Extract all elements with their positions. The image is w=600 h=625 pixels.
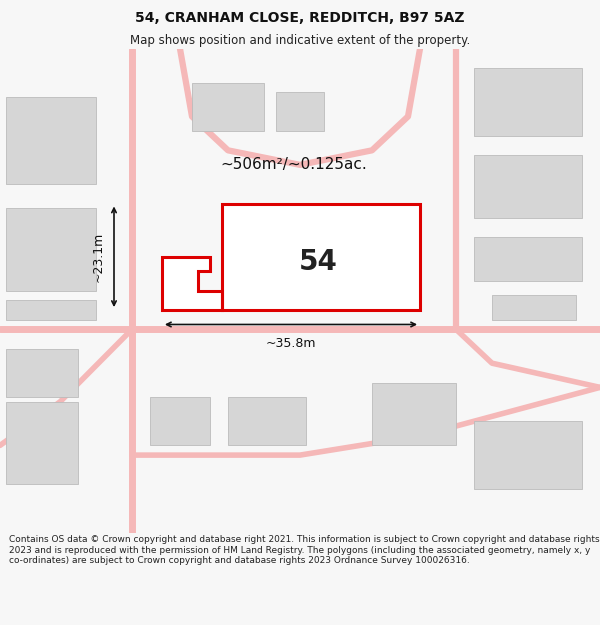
Polygon shape	[162, 204, 420, 310]
Bar	[474, 421, 582, 489]
Bar	[6, 208, 96, 291]
Bar	[492, 296, 576, 319]
Bar	[192, 82, 264, 131]
Bar	[474, 155, 582, 218]
Bar	[150, 397, 210, 446]
Bar	[372, 382, 456, 446]
Text: ~23.1m: ~23.1m	[92, 232, 105, 282]
Text: ~506m²/~0.125ac.: ~506m²/~0.125ac.	[221, 158, 367, 172]
Bar	[474, 238, 582, 281]
Bar	[228, 397, 306, 446]
Text: Map shows position and indicative extent of the property.: Map shows position and indicative extent…	[130, 34, 470, 47]
Bar	[276, 92, 324, 131]
Bar	[474, 68, 582, 136]
Bar	[6, 300, 96, 319]
Text: ~35.8m: ~35.8m	[266, 337, 316, 349]
Text: 54: 54	[299, 248, 337, 276]
Text: Contains OS data © Crown copyright and database right 2021. This information is : Contains OS data © Crown copyright and d…	[9, 535, 599, 565]
Bar	[6, 402, 78, 484]
Bar	[6, 349, 78, 397]
Bar	[6, 97, 96, 184]
Text: 54, CRANHAM CLOSE, REDDITCH, B97 5AZ: 54, CRANHAM CLOSE, REDDITCH, B97 5AZ	[135, 11, 465, 25]
